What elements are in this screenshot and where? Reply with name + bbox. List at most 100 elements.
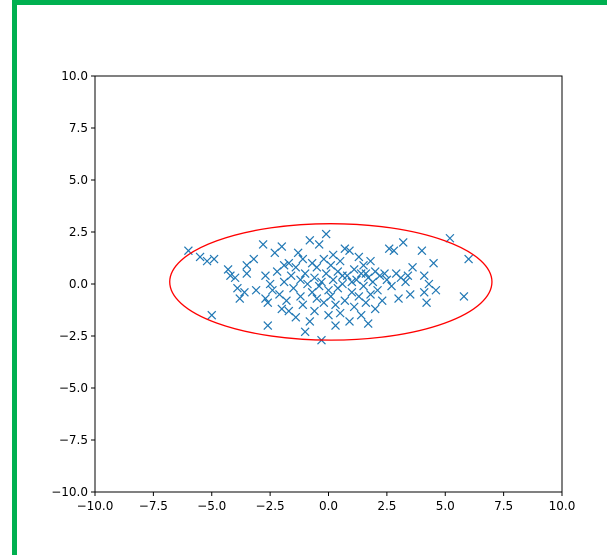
data-point — [405, 289, 415, 299]
y-tick-label: 10.0 — [61, 69, 88, 83]
confidence-ellipse — [169, 223, 493, 341]
data-point — [265, 279, 275, 289]
data-point — [403, 271, 413, 281]
data-point — [202, 256, 212, 266]
data-point — [305, 317, 315, 326]
y-tick-label: −5.0 — [59, 381, 88, 395]
data-point — [251, 285, 261, 295]
data-point — [340, 244, 350, 254]
data-point — [268, 285, 277, 295]
data-point — [419, 287, 429, 297]
y-tick-label: 0.0 — [69, 277, 88, 291]
data-point — [377, 296, 387, 306]
data-point — [345, 246, 354, 256]
data-point — [240, 287, 249, 297]
data-point — [296, 275, 305, 285]
data-point — [347, 277, 357, 287]
data-point — [298, 300, 308, 310]
points-layer — [183, 229, 474, 345]
data-point — [233, 283, 242, 293]
data-point — [293, 248, 303, 258]
x-tick-label: −10.0 — [77, 499, 114, 513]
data-point — [321, 229, 331, 239]
data-point — [363, 319, 373, 328]
data-point — [312, 262, 322, 272]
data-point — [298, 254, 308, 264]
y-tick-label: −7.5 — [59, 433, 88, 447]
data-point — [338, 279, 347, 289]
data-point — [335, 256, 345, 266]
data-point — [359, 281, 368, 291]
data-point — [361, 269, 371, 279]
x-tick-label: 7.5 — [494, 499, 513, 513]
data-point — [296, 292, 305, 301]
data-point — [324, 285, 333, 295]
data-point — [384, 244, 394, 254]
data-point — [398, 237, 408, 247]
data-point — [401, 277, 410, 287]
data-point — [354, 252, 364, 262]
data-point — [373, 285, 382, 295]
data-point — [331, 321, 340, 331]
y-tick-label: −2.5 — [59, 329, 88, 343]
data-point — [340, 296, 350, 306]
x-tick-label: 10.0 — [549, 499, 576, 513]
data-point — [408, 262, 417, 272]
data-point — [263, 298, 273, 308]
data-point — [261, 271, 270, 281]
data-point — [310, 306, 319, 316]
data-point — [347, 287, 357, 297]
data-point — [317, 277, 326, 287]
data-point — [195, 252, 205, 262]
ellipse-layer — [169, 223, 493, 341]
data-point — [223, 265, 233, 274]
data-point — [242, 269, 252, 279]
data-point — [324, 310, 333, 320]
data-point — [375, 271, 385, 281]
data-point — [277, 304, 287, 314]
data-point — [314, 281, 324, 291]
data-point — [249, 254, 259, 264]
x-tick-label: −5.0 — [197, 499, 226, 513]
data-point — [328, 275, 338, 285]
data-point — [382, 275, 392, 285]
data-point — [445, 233, 455, 243]
x-tick-label: 2.5 — [377, 499, 396, 513]
data-point — [338, 271, 347, 281]
data-point — [300, 269, 310, 279]
data-point — [310, 273, 319, 283]
data-point — [464, 254, 474, 264]
data-point — [209, 254, 219, 264]
data-point — [361, 298, 371, 308]
x-tick-label: −7.5 — [139, 499, 168, 513]
data-point — [226, 271, 235, 281]
data-point — [387, 281, 396, 291]
data-point — [429, 258, 438, 268]
data-point — [389, 246, 399, 256]
x-tick-label: −2.5 — [256, 499, 285, 513]
data-point — [291, 262, 301, 272]
x-tick-label: 5.0 — [436, 499, 455, 513]
data-point — [345, 317, 354, 326]
data-point — [230, 273, 240, 283]
data-point — [349, 265, 359, 274]
data-point — [356, 269, 366, 279]
data-point — [380, 269, 389, 279]
top-border-bar — [12, 0, 607, 5]
data-point — [370, 304, 380, 314]
data-point — [263, 321, 273, 331]
data-point — [326, 292, 336, 301]
data-point — [331, 300, 340, 310]
data-point — [282, 296, 291, 306]
data-point — [207, 310, 217, 320]
data-point — [289, 283, 298, 293]
y-tick-label: −10.0 — [51, 485, 88, 499]
data-point — [291, 312, 301, 322]
x-axis: −10.0 −7.5 −5.0 −2.5 0.0 2.5 5.0 7.5 10.0 — [77, 492, 576, 513]
x-tick-label: 0.0 — [319, 499, 338, 513]
data-point — [284, 258, 294, 268]
data-point — [261, 294, 270, 303]
data-point — [258, 240, 268, 249]
